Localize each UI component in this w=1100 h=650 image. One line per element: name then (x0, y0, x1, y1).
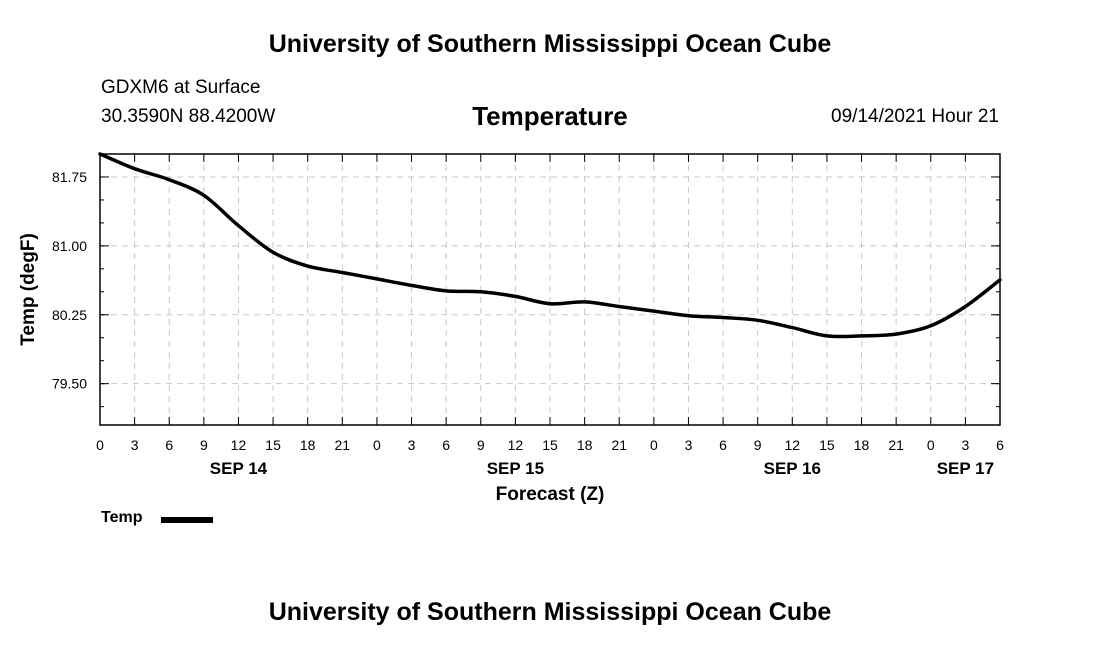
grid (100, 154, 1000, 425)
temperature-series-line (98, 152, 1002, 339)
x-tick-label: 15 (265, 437, 281, 453)
x-tick-label: 21 (888, 437, 904, 453)
x-tick-label: 3 (685, 437, 693, 453)
y-tick-label: 80.25 (52, 307, 87, 323)
day-label: SEP 15 (487, 459, 544, 478)
y-axis-title: Temp (degF) (18, 233, 39, 346)
x-tick-label: 6 (442, 437, 450, 453)
x-tick-label: 3 (131, 437, 139, 453)
x-tick-label: 6 (719, 437, 727, 453)
x-tick-label: 6 (996, 437, 1004, 453)
x-tick-label: 18 (300, 437, 316, 453)
x-tick-label: 18 (854, 437, 870, 453)
x-tick-label: 9 (477, 437, 485, 453)
legend-label: Temp (101, 509, 143, 526)
day-label: SEP 14 (210, 459, 268, 478)
top-institution-title: University of Southern Mississippi Ocean… (268, 30, 832, 58)
y-tick-labels: 79.50 80.25 81.00 81.75 (52, 169, 87, 392)
chart-title: Temperature (472, 101, 628, 131)
x-tick-label: 0 (927, 437, 935, 453)
day-labels: SEP 14 SEP 15 SEP 16 SEP 17 (210, 459, 994, 478)
x-tick-label: 0 (373, 437, 381, 453)
x-tick-label: 3 (408, 437, 416, 453)
x-tick-label: 0 (650, 437, 658, 453)
x-tick-label: 12 (508, 437, 524, 453)
x-tick-labels: 0 3 6 9 12 15 18 21 0 3 6 9 12 15 18 21 0 3 6 9 12 15 18 21 0 3 6 (96, 437, 1004, 453)
day-label: SEP 17 (937, 459, 994, 478)
x-tick-label: 18 (577, 437, 593, 453)
station-name: GDXM6 at Surface (101, 77, 261, 98)
x-tick-label: 6 (165, 437, 173, 453)
station-coordinates: 30.3590N 88.4200W (101, 106, 276, 127)
y-tick-label: 81.00 (52, 238, 87, 254)
x-tick-label: 12 (785, 437, 801, 453)
x-tick-label: 3 (961, 437, 969, 453)
legend-line-swatch (161, 517, 213, 523)
x-tick-label: 21 (611, 437, 627, 453)
y-tick-label: 79.50 (52, 376, 87, 392)
x-axis-title: Forecast (Z) (496, 484, 605, 505)
x-tick-label: 12 (231, 437, 247, 453)
x-tick-label: 15 (542, 437, 558, 453)
x-tick-label: 9 (200, 437, 208, 453)
day-label: SEP 16 (764, 459, 821, 478)
x-tick-label: 21 (335, 437, 351, 453)
x-tick-label: 0 (96, 437, 104, 453)
forecast-datetime: 09/14/2021 Hour 21 (831, 106, 999, 127)
x-tick-label: 15 (819, 437, 835, 453)
bottom-institution-title: University of Southern Mississippi Ocean… (268, 598, 832, 626)
plot-frame (99, 153, 1001, 426)
y-tick-label: 81.75 (52, 169, 87, 185)
x-tick-label: 9 (754, 437, 762, 453)
